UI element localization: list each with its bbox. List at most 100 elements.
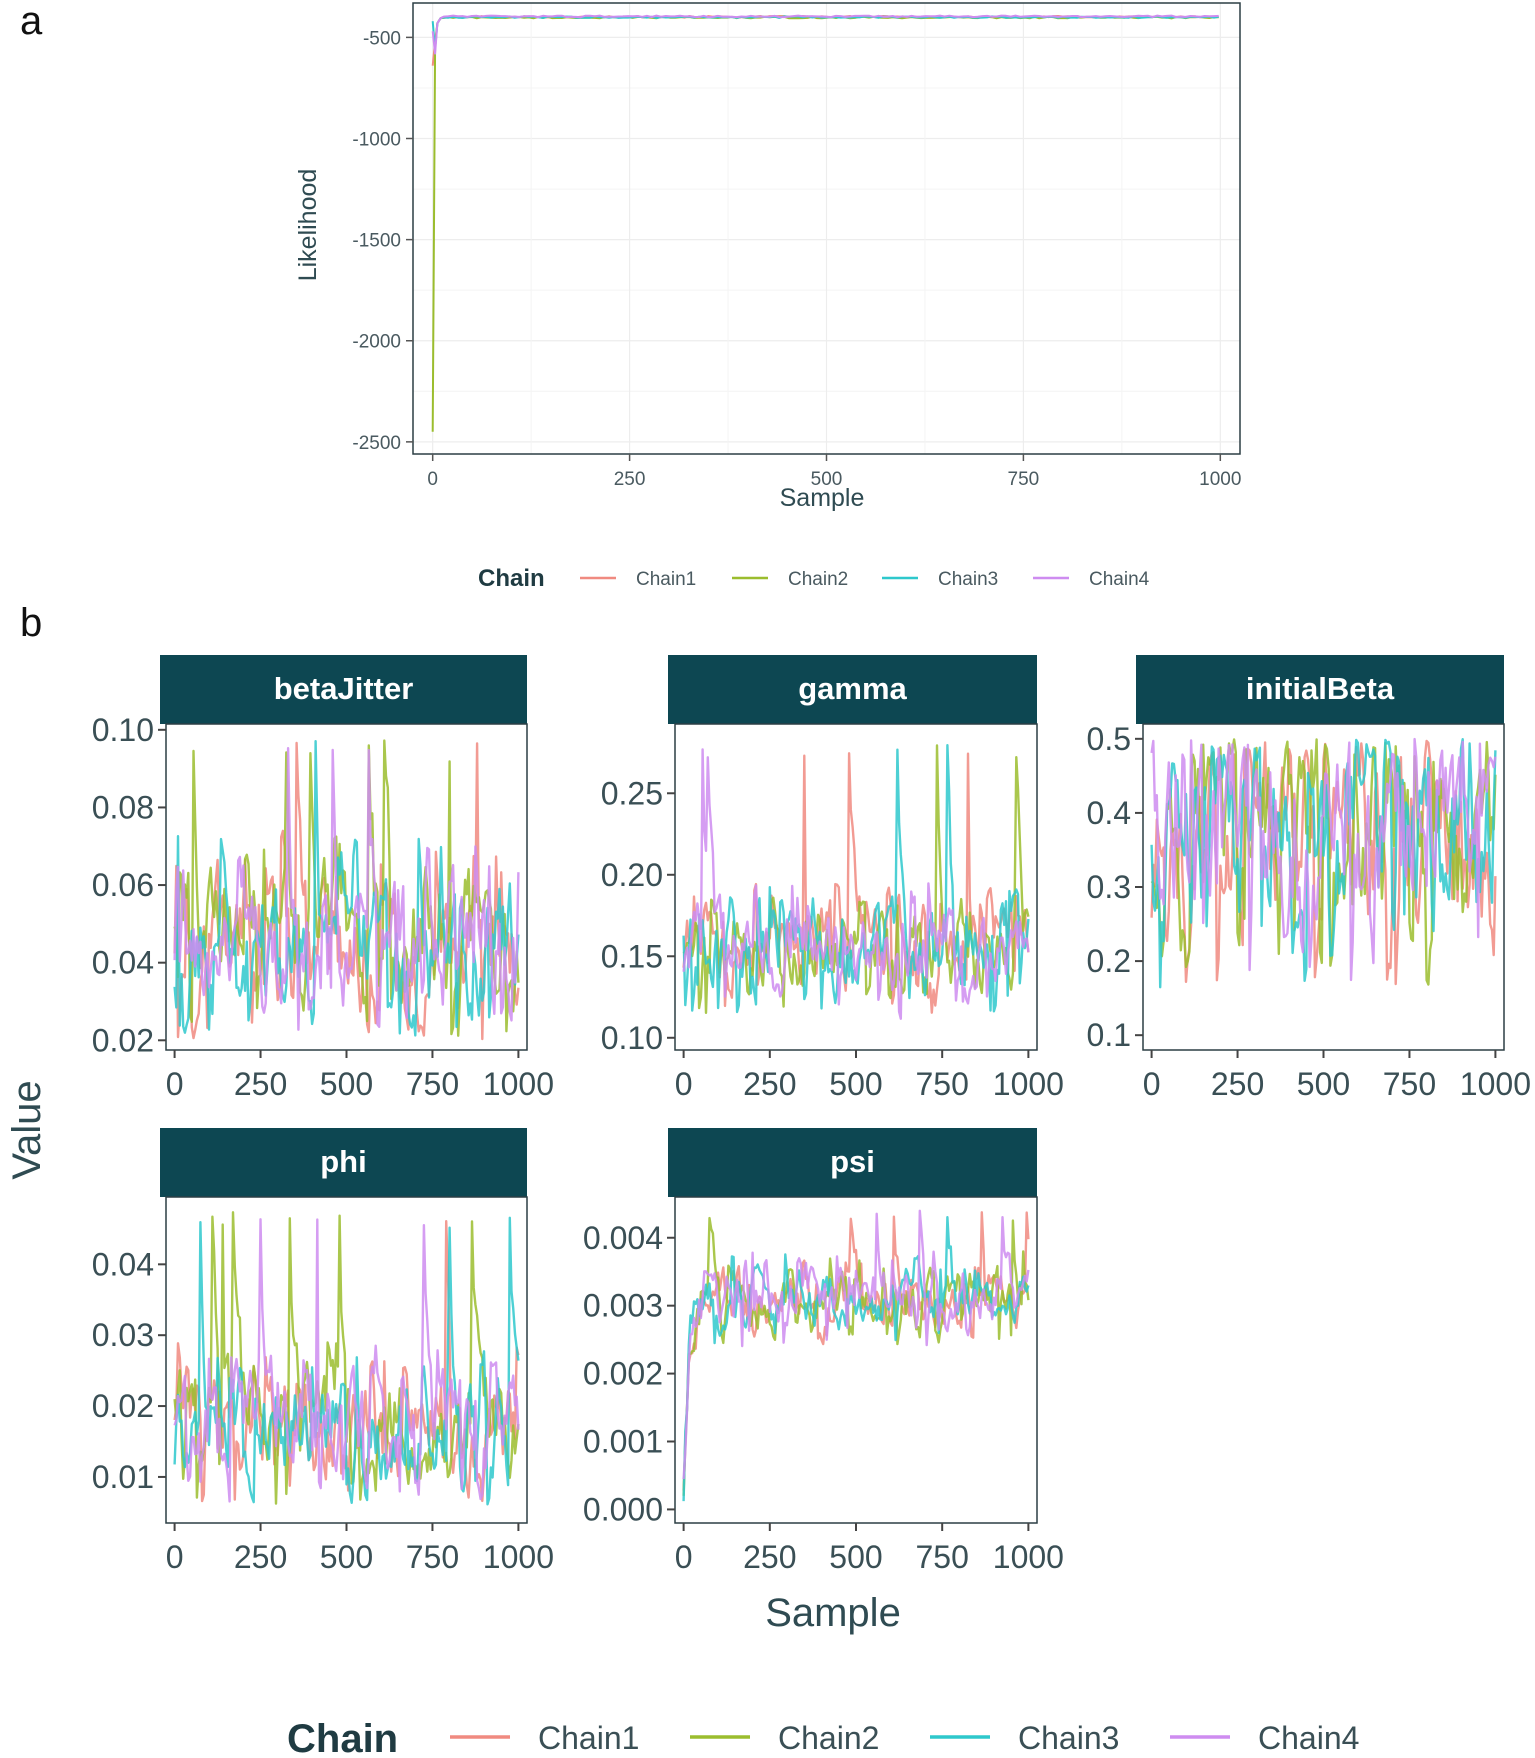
likelihood-plot-area bbox=[412, 2, 1241, 455]
legend-label-a-chain3: Chain3 bbox=[938, 569, 998, 590]
legend-label-b-chain4: Chain4 bbox=[1258, 1720, 1359, 1756]
y-tick-label-psi: 0.004 bbox=[583, 1220, 663, 1256]
x-tick-label-betajitter: 0 bbox=[166, 1066, 184, 1102]
series-phi-chain4 bbox=[173, 1218, 520, 1503]
y-tick-label-betajitter: 0.02 bbox=[92, 1022, 154, 1058]
likelihood-y-tick-label: -500 bbox=[363, 28, 401, 49]
x-tick-label-initialbeta: 1000 bbox=[1460, 1066, 1531, 1102]
likelihood-trace-panel: -500-1000-1500-2000-2500 0 250 500 750 1000 … bbox=[294, 2, 1241, 592]
x-tick-label-gamma: 1000 bbox=[993, 1066, 1064, 1102]
facet-title-psi: psi bbox=[830, 1144, 875, 1179]
x-tick-label-psi: 250 bbox=[743, 1539, 796, 1575]
facet-betajitter: betaJitter 0.10 0.08 0.06 0.04 0.02 0 250 500 750… bbox=[92, 655, 554, 1102]
y-tick-label-initialbeta: 0.1 bbox=[1087, 1017, 1131, 1053]
x-tick-label-phi: 250 bbox=[234, 1539, 287, 1575]
x-tick-label-phi: 500 bbox=[320, 1539, 373, 1575]
x-tick-label-phi: 0 bbox=[166, 1539, 184, 1575]
likelihood-x-tick-label: 1000 bbox=[1199, 469, 1241, 490]
panel-label-a: a bbox=[20, 0, 43, 43]
legend-title-b: Chain bbox=[287, 1717, 398, 1758]
facet-title-betajitter: betaJitter bbox=[274, 671, 414, 706]
legend-label-a-chain4: Chain4 bbox=[1089, 569, 1150, 590]
likelihood-legend: Chain Chain1 Chain2 Chain3 Chain4 bbox=[478, 565, 1150, 592]
facet-psi: psi 0.004 0.003 0.002 0.001 0.000 0 250 500 750 10… bbox=[583, 1128, 1064, 1575]
legend-label-a-chain1: Chain1 bbox=[636, 569, 696, 590]
parameters-legend: Chain Chain1 Chain2 Chain3 Chain4 bbox=[287, 1717, 1359, 1758]
likelihood-y-tick-label: -2500 bbox=[352, 433, 401, 454]
x-tick-label-gamma: 750 bbox=[915, 1066, 968, 1102]
y-tick-label-psi: 0.000 bbox=[583, 1491, 663, 1527]
facet-strip-gamma bbox=[668, 655, 1037, 724]
series-betajitter-chain4 bbox=[173, 747, 520, 1031]
x-tick-label-initialbeta: 500 bbox=[1297, 1066, 1350, 1102]
y-tick-label-gamma: 0.20 bbox=[601, 857, 663, 893]
likelihood-series-chain4 bbox=[431, 14, 1219, 55]
y-tick-label-initialbeta: 0.3 bbox=[1087, 869, 1131, 905]
x-tick-label-gamma: 250 bbox=[743, 1066, 796, 1102]
facet-initialbeta: initialBeta 0.5 0.4 0.3 0.2 0.1 0 250 500 750 1000 bbox=[1087, 655, 1531, 1102]
series-psi-chain4 bbox=[682, 1209, 1030, 1480]
y-tick-label-psi: 0.002 bbox=[583, 1356, 663, 1392]
likelihood-y-ticks: -500 -1000 -1500 -2000 -2500 bbox=[352, 28, 413, 454]
y-tick-label-psi: 0.003 bbox=[583, 1288, 663, 1324]
likelihood-y-axis-title: Likelihood bbox=[294, 169, 322, 282]
likelihood-x-tick-label: 0 bbox=[427, 469, 438, 490]
panel-label-b: b bbox=[20, 601, 42, 645]
legend-label-b-chain2: Chain2 bbox=[778, 1720, 879, 1756]
y-tick-label-betajitter: 0.08 bbox=[92, 789, 154, 825]
y-tick-label-initialbeta: 0.5 bbox=[1087, 721, 1131, 757]
x-tick-label-phi: 1000 bbox=[483, 1539, 554, 1575]
x-tick-label-gamma: 500 bbox=[829, 1066, 882, 1102]
x-tick-label-psi: 750 bbox=[915, 1539, 968, 1575]
facet-series-group-initialbeta bbox=[1150, 737, 1497, 989]
y-tick-label-gamma: 0.15 bbox=[601, 938, 663, 974]
y-tick-label-phi: 0.03 bbox=[92, 1317, 154, 1353]
facet-title-phi: phi bbox=[320, 1144, 367, 1179]
x-tick-label-psi: 500 bbox=[829, 1539, 882, 1575]
facet-strip-betajitter bbox=[160, 655, 527, 724]
facet-gamma: gamma 0.25 0.20 0.15 0.10 0 250 500 750 1000 bbox=[601, 655, 1064, 1102]
y-tick-label-betajitter: 0.10 bbox=[92, 712, 154, 748]
facet-strip-phi bbox=[160, 1128, 527, 1197]
likelihood-x-tick-label: 500 bbox=[811, 469, 843, 490]
y-tick-label-gamma: 0.25 bbox=[601, 775, 663, 811]
likelihood-x-axis-title: Sample bbox=[780, 484, 865, 512]
likelihood-x-ticks: 0 250 500 750 1000 bbox=[427, 454, 1241, 490]
x-tick-label-betajitter: 750 bbox=[406, 1066, 459, 1102]
x-tick-label-psi: 0 bbox=[675, 1539, 693, 1575]
y-tick-label-phi: 0.02 bbox=[92, 1388, 154, 1424]
likelihood-x-tick-label: 750 bbox=[1008, 469, 1040, 490]
facet-series-group-phi bbox=[173, 1211, 520, 1506]
facet-series-group-gamma bbox=[682, 744, 1030, 1020]
facet-series-group-betajitter bbox=[173, 739, 520, 1041]
x-tick-label-initialbeta: 250 bbox=[1211, 1066, 1264, 1102]
facet-title-initialbeta: initialBeta bbox=[1246, 671, 1395, 706]
likelihood-x-tick-label: 250 bbox=[614, 469, 646, 490]
likelihood-y-tick-label: -1000 bbox=[352, 130, 401, 151]
y-tick-label-initialbeta: 0.4 bbox=[1087, 795, 1131, 831]
x-tick-label-psi: 1000 bbox=[993, 1539, 1064, 1575]
facet-series-group-psi bbox=[682, 1209, 1030, 1502]
x-tick-label-betajitter: 250 bbox=[234, 1066, 287, 1102]
x-tick-label-gamma: 0 bbox=[675, 1066, 693, 1102]
likelihood-y-tick-label: -1500 bbox=[352, 231, 401, 252]
x-tick-label-initialbeta: 0 bbox=[1143, 1066, 1161, 1102]
likelihood-y-tick-label: -2000 bbox=[352, 332, 401, 353]
x-tick-label-betajitter: 1000 bbox=[483, 1066, 554, 1102]
facet-strip-psi bbox=[668, 1128, 1037, 1197]
series-initialbeta-chain4 bbox=[1150, 737, 1497, 982]
y-tick-label-gamma: 0.10 bbox=[601, 1020, 663, 1056]
y-tick-label-phi: 0.01 bbox=[92, 1459, 154, 1495]
legend-label-b-chain1: Chain1 bbox=[538, 1720, 639, 1756]
series-gamma-chain4 bbox=[682, 748, 1030, 1020]
parameters-y-axis-title: Value bbox=[5, 1080, 49, 1179]
facet-phi: phi 0.04 0.03 0.02 0.01 0 250 500 750 1000 bbox=[92, 1128, 554, 1575]
x-tick-label-phi: 750 bbox=[406, 1539, 459, 1575]
x-tick-label-initialbeta: 750 bbox=[1383, 1066, 1436, 1102]
y-tick-label-betajitter: 0.04 bbox=[92, 945, 154, 981]
y-tick-label-phi: 0.04 bbox=[92, 1246, 154, 1282]
facet-strip-initialbeta bbox=[1136, 655, 1504, 724]
